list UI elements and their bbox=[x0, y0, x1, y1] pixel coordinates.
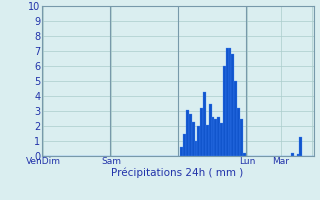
Bar bbox=[223, 66, 226, 156]
Bar bbox=[203, 92, 206, 156]
Bar bbox=[214, 118, 217, 156]
Bar bbox=[291, 153, 294, 156]
Bar bbox=[240, 118, 243, 156]
Bar bbox=[212, 117, 214, 156]
Bar bbox=[297, 154, 300, 156]
X-axis label: Précipitations 24h ( mm ): Précipitations 24h ( mm ) bbox=[111, 168, 244, 178]
Bar bbox=[206, 124, 209, 156]
Bar bbox=[186, 110, 189, 156]
Bar bbox=[217, 117, 220, 156]
Bar bbox=[237, 108, 240, 156]
Bar bbox=[300, 137, 302, 156]
Bar bbox=[220, 123, 223, 156]
Bar bbox=[200, 108, 203, 156]
Bar bbox=[192, 121, 195, 156]
Bar bbox=[209, 104, 212, 156]
Bar bbox=[197, 126, 200, 156]
Bar bbox=[231, 54, 234, 156]
Bar bbox=[226, 48, 228, 156]
Bar bbox=[195, 141, 197, 156]
Bar bbox=[183, 134, 186, 156]
Bar bbox=[180, 147, 183, 156]
Bar bbox=[228, 48, 231, 156]
Bar bbox=[234, 81, 237, 156]
Bar bbox=[189, 114, 192, 156]
Bar bbox=[243, 153, 246, 156]
